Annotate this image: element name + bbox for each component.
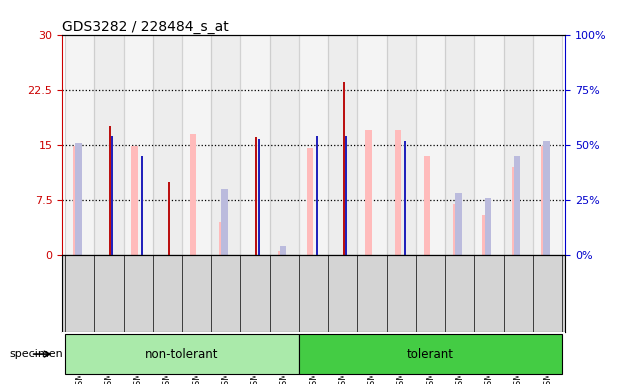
Bar bbox=[111, 136, 114, 255]
Bar bbox=[365, 130, 372, 255]
Bar bbox=[307, 149, 314, 255]
Bar bbox=[504, 35, 533, 255]
Bar bbox=[343, 82, 345, 255]
Bar bbox=[94, 35, 124, 255]
Bar bbox=[299, 35, 329, 255]
Bar bbox=[219, 222, 225, 255]
Bar bbox=[345, 136, 347, 255]
Bar bbox=[153, 35, 182, 255]
Bar bbox=[512, 167, 518, 255]
Bar bbox=[280, 246, 286, 255]
Bar bbox=[453, 204, 460, 255]
Bar bbox=[109, 126, 111, 255]
Bar bbox=[533, 35, 562, 255]
Bar bbox=[387, 35, 416, 255]
Text: non-tolerant: non-tolerant bbox=[145, 348, 219, 361]
Bar bbox=[329, 35, 358, 255]
Bar bbox=[132, 146, 138, 255]
Bar bbox=[474, 35, 504, 255]
Bar bbox=[255, 137, 257, 255]
Bar bbox=[416, 35, 445, 255]
Bar bbox=[182, 35, 211, 255]
Bar bbox=[394, 130, 401, 255]
Bar bbox=[258, 139, 260, 255]
Bar bbox=[483, 215, 489, 255]
Bar bbox=[455, 193, 462, 255]
Bar bbox=[124, 35, 153, 255]
Bar bbox=[541, 146, 547, 255]
Text: specimen: specimen bbox=[9, 349, 63, 359]
Bar bbox=[424, 156, 430, 255]
Bar bbox=[358, 35, 387, 255]
Bar bbox=[270, 35, 299, 255]
Bar bbox=[445, 35, 474, 255]
Bar bbox=[211, 35, 240, 255]
Bar bbox=[514, 156, 520, 255]
Bar bbox=[278, 252, 284, 255]
Bar bbox=[484, 198, 491, 255]
Text: GDS3282 / 228484_s_at: GDS3282 / 228484_s_at bbox=[62, 20, 229, 33]
Bar bbox=[168, 182, 170, 255]
Text: tolerant: tolerant bbox=[407, 348, 454, 361]
Bar bbox=[299, 334, 562, 374]
Bar bbox=[404, 141, 406, 255]
Bar bbox=[65, 35, 94, 255]
Bar bbox=[75, 143, 82, 255]
Bar bbox=[222, 189, 228, 255]
Bar bbox=[316, 136, 318, 255]
Bar bbox=[240, 35, 270, 255]
Bar bbox=[140, 156, 143, 255]
Bar bbox=[65, 334, 299, 374]
Bar bbox=[73, 146, 79, 255]
Bar bbox=[543, 141, 550, 255]
Bar bbox=[190, 134, 196, 255]
